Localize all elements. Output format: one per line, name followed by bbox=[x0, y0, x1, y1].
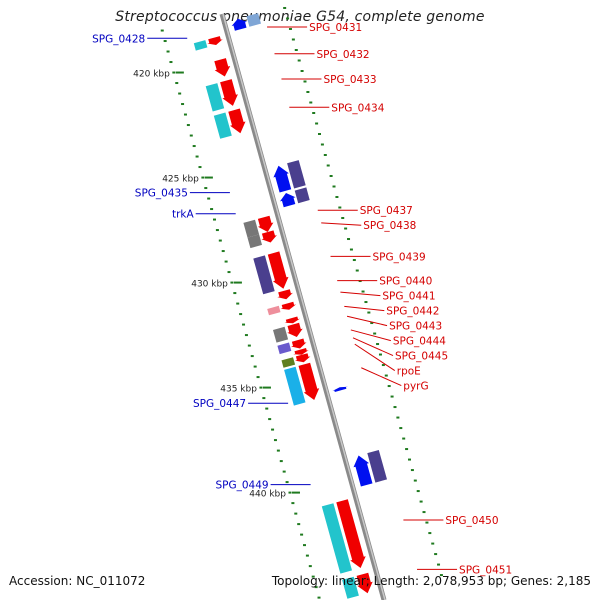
topology-text: Topology: linear; Length: 2,078,953 bp; … bbox=[271, 574, 591, 588]
gene-label-leader bbox=[321, 222, 362, 226]
gene-arrow bbox=[291, 338, 307, 349]
gene-label: SPG_0443 bbox=[389, 321, 442, 333]
gene-label-leader bbox=[344, 305, 385, 312]
gene-label: SPG_0451 bbox=[459, 564, 512, 576]
genome-backbone-highlight bbox=[222, 13, 386, 600]
accession-text: Accession: NC_011072 bbox=[9, 574, 146, 588]
gene-arrow bbox=[207, 36, 223, 45]
gene-cog-box bbox=[246, 13, 261, 27]
gene-label: SPG_0441 bbox=[382, 291, 435, 303]
gene-arrow bbox=[231, 18, 247, 31]
gene-arrow bbox=[257, 215, 274, 232]
gene-cog-box bbox=[294, 187, 310, 204]
gene-cog-box bbox=[367, 450, 387, 483]
gene-label: SPG_0438 bbox=[363, 220, 416, 232]
gene-label: rpoE bbox=[397, 366, 421, 378]
gene-cog-box bbox=[321, 503, 352, 574]
genome-title: Streptococcus pneumoniae G54, complete g… bbox=[115, 9, 485, 25]
scale-label: 440 kbp bbox=[249, 490, 286, 500]
gene-label: SPG_0434 bbox=[331, 102, 384, 114]
gene-arrow bbox=[261, 230, 277, 243]
gene-label-leader bbox=[340, 291, 381, 297]
gene-cog-box bbox=[273, 326, 289, 343]
gene-arrow bbox=[228, 108, 246, 134]
gene-label: SPG_0447 bbox=[193, 398, 246, 410]
gene-label: SPG_0444 bbox=[393, 336, 446, 348]
gene-label: trkA bbox=[172, 209, 195, 221]
gene-label: SPG_0437 bbox=[360, 205, 413, 217]
gene-label-leader bbox=[350, 329, 391, 342]
gene-arrow bbox=[298, 362, 320, 400]
gene-cog-box bbox=[277, 342, 292, 355]
gene-arrow bbox=[280, 301, 297, 310]
gene-label: SPG_0428 bbox=[92, 33, 145, 45]
gene-arrow bbox=[284, 316, 300, 324]
gene-label-leader bbox=[361, 367, 402, 387]
gene-arrow bbox=[293, 348, 309, 355]
scale-label: 420 kbp bbox=[133, 70, 170, 80]
gene-label-leader bbox=[352, 337, 394, 357]
gene-arrow bbox=[353, 455, 373, 487]
gene-arrow bbox=[220, 79, 238, 106]
gene-cog-box bbox=[287, 160, 306, 189]
scale-label: 430 kbp bbox=[191, 280, 228, 290]
gene-arrow bbox=[295, 353, 311, 363]
gene-arrow bbox=[336, 499, 366, 568]
gene-cog-box bbox=[205, 83, 225, 112]
gene-cog-box bbox=[342, 576, 359, 599]
gene-label: SPG_0440 bbox=[379, 276, 432, 288]
gene-cog-box bbox=[247, 234, 262, 249]
gene-arrow bbox=[287, 322, 303, 337]
gene-label: SPG_0445 bbox=[395, 351, 448, 363]
gene-cog-box bbox=[213, 112, 232, 139]
gene-cog-box bbox=[284, 366, 306, 406]
gene-arrow bbox=[277, 289, 293, 300]
gene-cog-box bbox=[193, 40, 208, 51]
scale-label: 425 kbp bbox=[162, 175, 199, 185]
gene-cog-box bbox=[267, 305, 281, 316]
gene-cog-box bbox=[253, 255, 275, 295]
gene-label: SPG_0450 bbox=[445, 515, 498, 527]
gene-label: SPG_0433 bbox=[323, 74, 376, 86]
gene-label-leader bbox=[346, 315, 388, 327]
gene-arrow bbox=[267, 251, 289, 289]
gene-label: SPG_0449 bbox=[215, 480, 268, 492]
gene-label: SPG_0442 bbox=[386, 306, 439, 318]
gene-label: pyrG bbox=[403, 381, 428, 393]
gene-label: SPG_0431 bbox=[309, 22, 362, 34]
scale-label: 435 kbp bbox=[220, 385, 257, 395]
gene-label: SPG_0432 bbox=[316, 49, 369, 61]
gene-label-leader bbox=[354, 343, 396, 372]
gene-arrow bbox=[273, 165, 292, 193]
gene-label: SPG_0439 bbox=[373, 251, 426, 263]
gene-arrow bbox=[332, 386, 348, 392]
gene-cog-box bbox=[243, 219, 260, 238]
gene-cog-box bbox=[281, 357, 296, 368]
gene-arrow bbox=[214, 58, 231, 77]
gene-label: SPG_0435 bbox=[135, 188, 188, 200]
genome-backbone bbox=[219, 13, 387, 600]
gene-arrow bbox=[280, 193, 296, 208]
gene-arrow bbox=[356, 572, 373, 594]
